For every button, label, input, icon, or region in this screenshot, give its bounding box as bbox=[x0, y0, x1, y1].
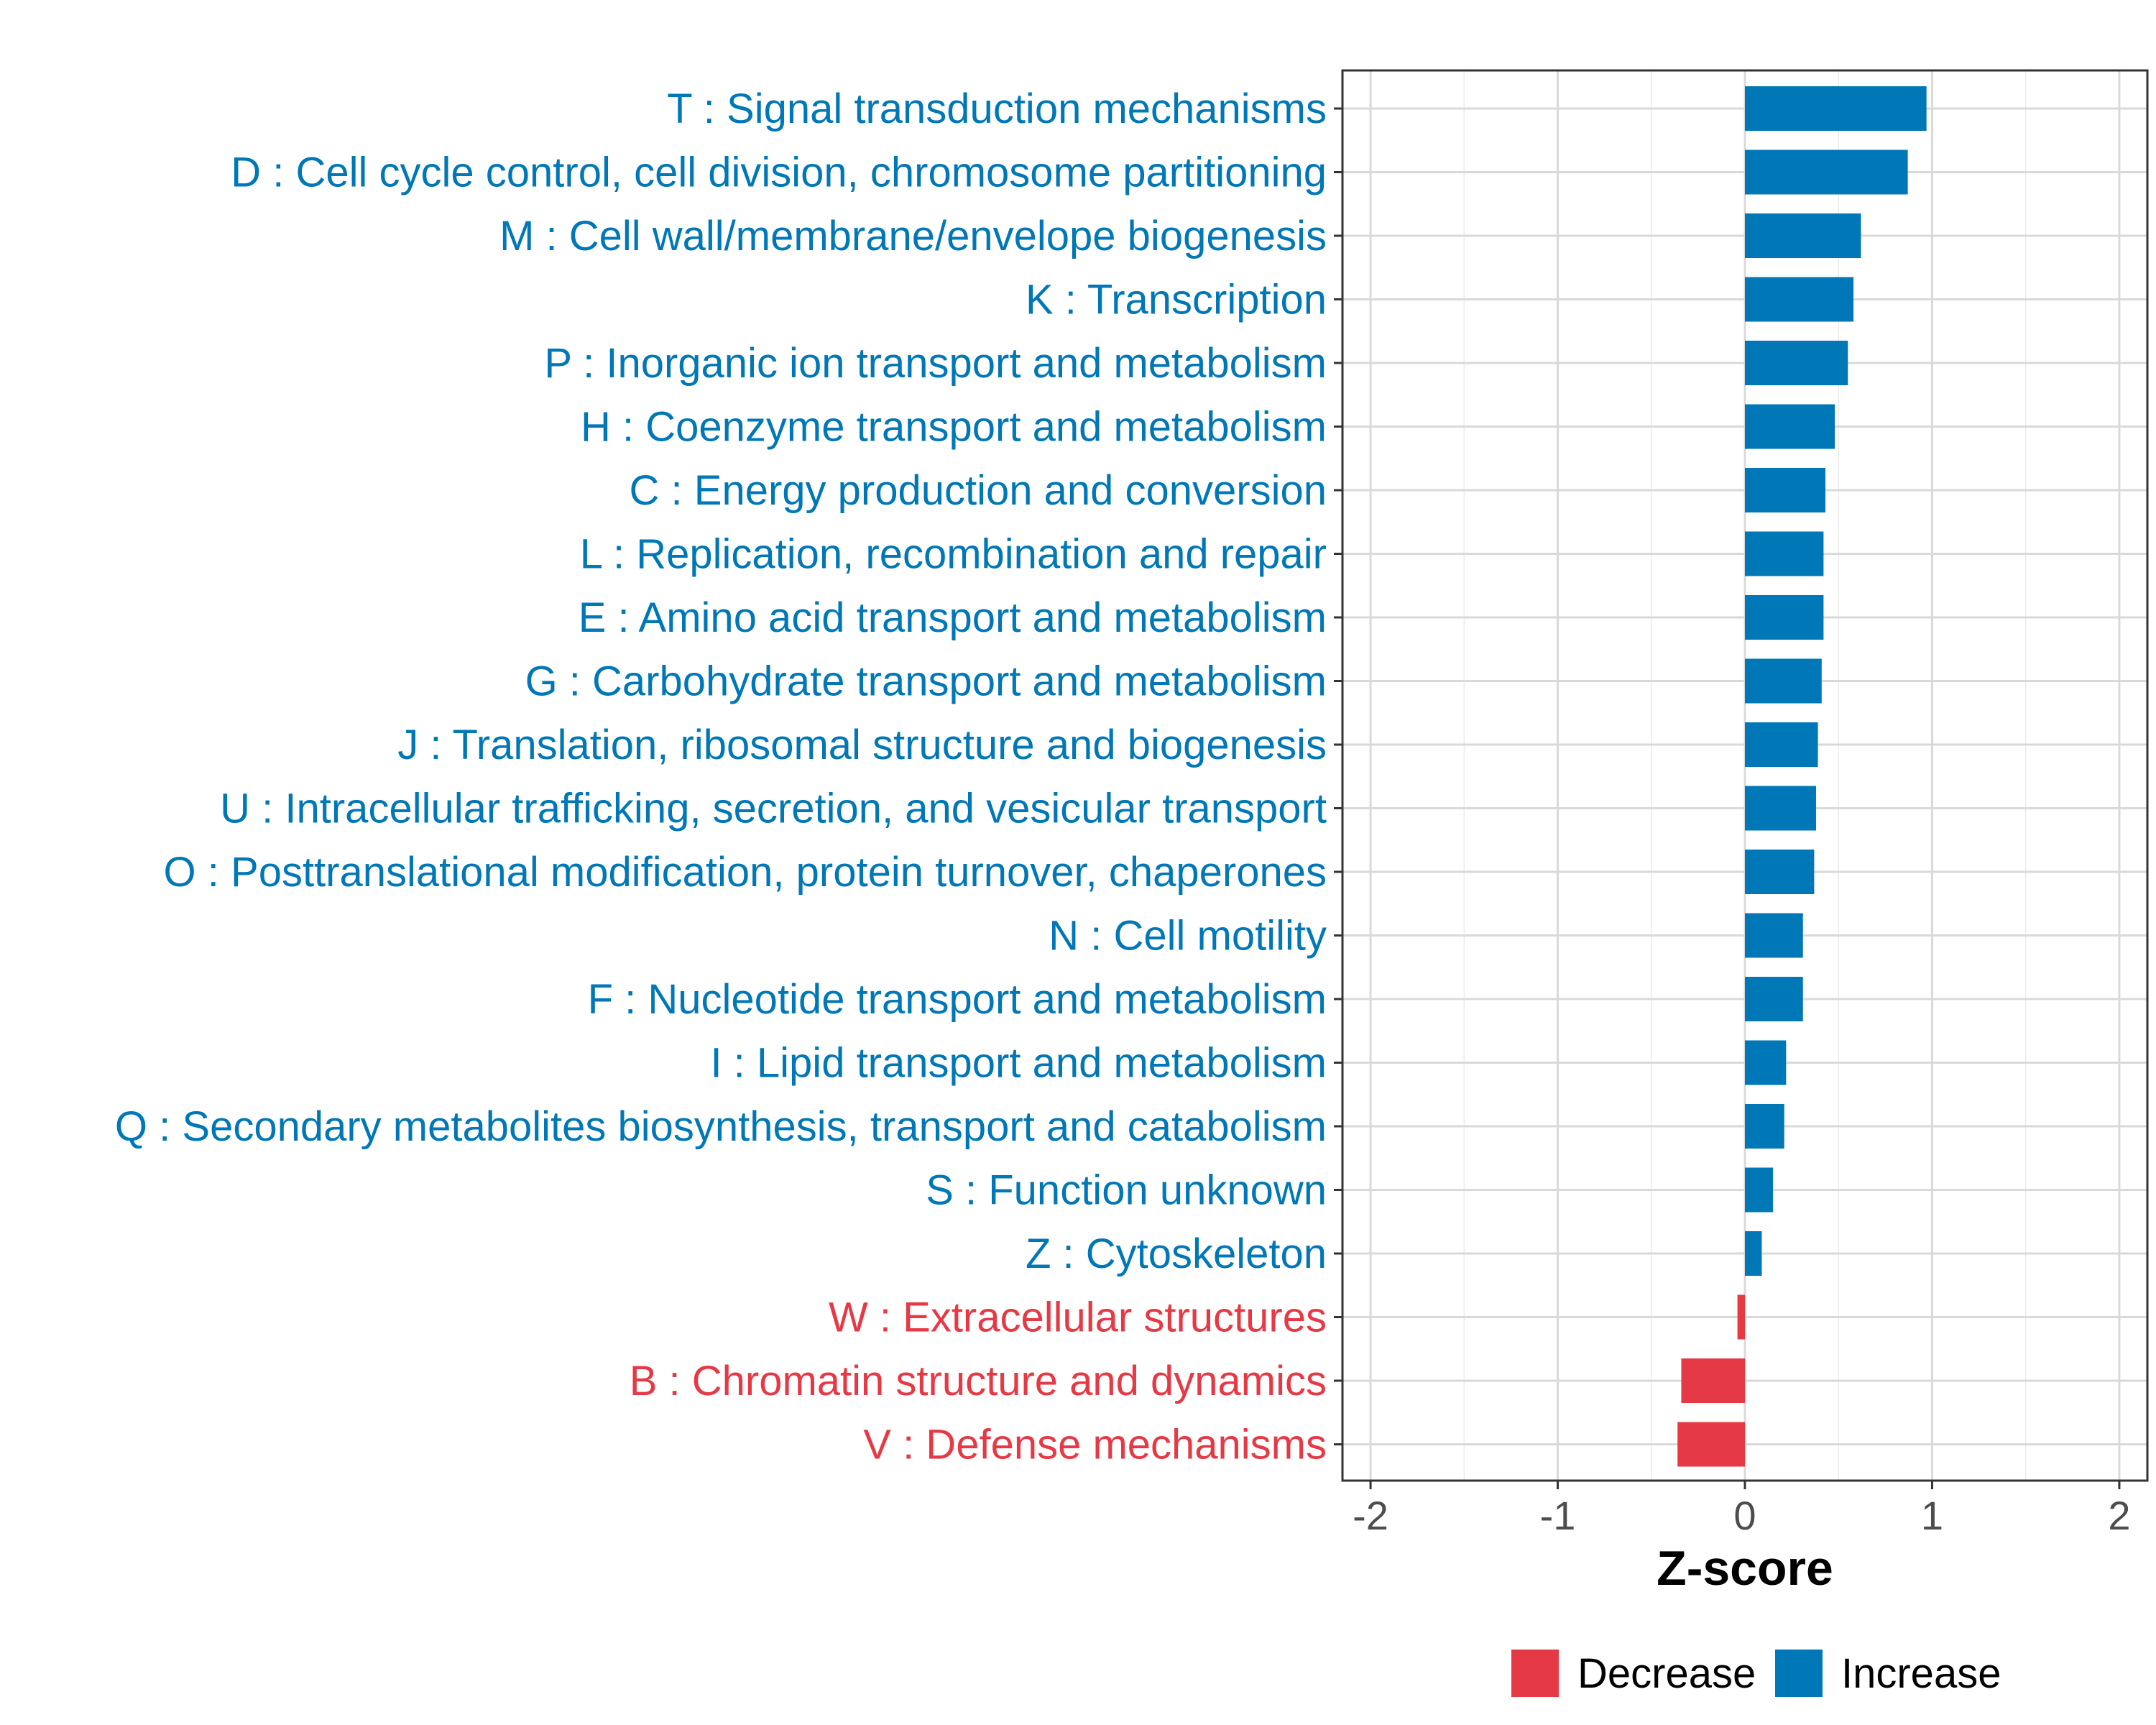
bar-layer bbox=[1677, 86, 1927, 1467]
legend-label: Decrease bbox=[1577, 1650, 1756, 1697]
bar bbox=[1745, 1040, 1787, 1085]
bar bbox=[1745, 786, 1816, 831]
bar bbox=[1745, 658, 1822, 704]
category-label: M : Cell wall/membrane/envelope biogenes… bbox=[499, 213, 1327, 259]
bar bbox=[1745, 595, 1824, 640]
bar bbox=[1745, 468, 1825, 512]
bar bbox=[1745, 913, 1803, 958]
category-label: B : Chromatin structure and dynamics bbox=[630, 1358, 1327, 1404]
x-tick-label: 2 bbox=[2108, 1493, 2130, 1538]
legend: Decrease Increase bbox=[1511, 1650, 2001, 1697]
category-label: S : Function unknown bbox=[926, 1167, 1327, 1214]
bar bbox=[1737, 1294, 1745, 1340]
category-label: U : Intracellular trafficking, secretion… bbox=[220, 786, 1327, 832]
x-tick-label: -2 bbox=[1353, 1493, 1388, 1538]
category-label: T : Signal transduction mechanisms bbox=[667, 86, 1327, 132]
category-label: G : Carbohydrate transport and metabolis… bbox=[525, 658, 1327, 705]
bar bbox=[1745, 277, 1854, 322]
x-tick-layer: -2 -1 0 1 2 bbox=[1353, 1481, 2131, 1538]
bar bbox=[1745, 404, 1835, 449]
category-label: D : Cell cycle control, cell division, c… bbox=[231, 150, 1327, 196]
bar bbox=[1745, 341, 1848, 385]
legend-swatch bbox=[1511, 1650, 1559, 1697]
category-label: N : Cell motility bbox=[1049, 913, 1327, 960]
x-tick-label: -1 bbox=[1540, 1493, 1576, 1538]
category-label: Q : Secondary metabolites biosynthesis, … bbox=[115, 1103, 1327, 1150]
x-tick-label: 0 bbox=[1733, 1493, 1756, 1538]
category-label: O : Posttranslational modification, prot… bbox=[164, 849, 1327, 896]
category-label: H : Coenzyme transport and metabolism bbox=[581, 404, 1327, 451]
category-label: J : Translation, ribosomal structure and… bbox=[397, 722, 1327, 768]
bar bbox=[1745, 1167, 1774, 1213]
bar bbox=[1745, 722, 1818, 767]
bar bbox=[1745, 1104, 1784, 1149]
category-label: F : Nucleotide transport and metabolism bbox=[588, 976, 1327, 1023]
category-label: K : Transcription bbox=[1026, 277, 1327, 323]
bar bbox=[1745, 1231, 1762, 1276]
category-label: P : Inorganic ion transport and metaboli… bbox=[544, 340, 1327, 387]
bar bbox=[1677, 1422, 1745, 1467]
bar bbox=[1681, 1358, 1745, 1403]
category-label: I : Lipid transport and metabolism bbox=[710, 1040, 1327, 1087]
legend-swatch bbox=[1775, 1650, 1823, 1697]
category-label: Z : Cytoskeleton bbox=[1026, 1230, 1327, 1277]
category-label: C : Energy production and conversion bbox=[630, 467, 1327, 514]
category-label: W : Extracellular structures bbox=[829, 1294, 1327, 1341]
category-label: V : Defense mechanisms bbox=[863, 1422, 1327, 1468]
y-tick-layer: T : Signal transduction mechanisms D : Ce… bbox=[115, 86, 1342, 1468]
legend-label: Increase bbox=[1841, 1650, 2001, 1697]
category-label: L : Replication, recombination and repai… bbox=[580, 531, 1327, 578]
bar bbox=[1745, 531, 1824, 576]
bar bbox=[1745, 86, 1927, 131]
bar bbox=[1745, 213, 1861, 258]
bar bbox=[1745, 977, 1803, 1021]
x-axis-title: Z-score bbox=[1657, 1541, 1833, 1596]
bar bbox=[1745, 150, 1908, 195]
bar bbox=[1745, 850, 1815, 894]
x-tick-label: 1 bbox=[1921, 1493, 1943, 1538]
category-label: E : Amino acid transport and metabolism bbox=[579, 594, 1327, 641]
